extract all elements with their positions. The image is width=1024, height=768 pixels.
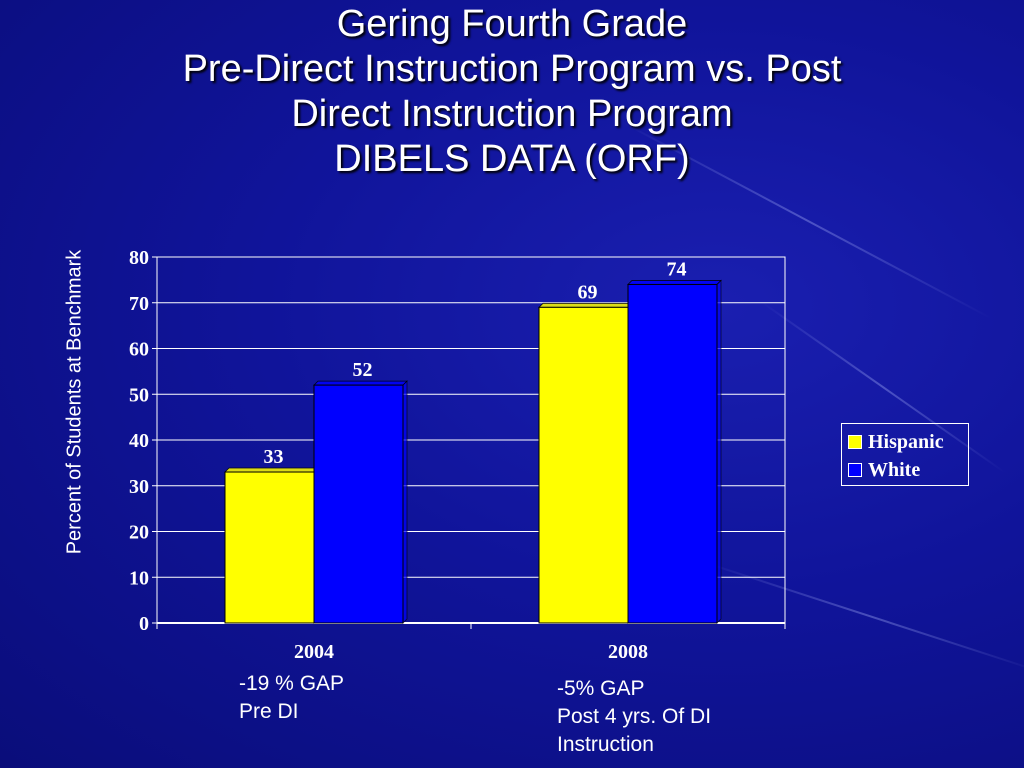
data-label: 74 [667,258,687,280]
y-tick-label: 50 [129,384,149,406]
y-tick-label: 70 [129,293,149,315]
title-line-1: Gering Fourth Grade [336,3,688,45]
y-tick-label: 10 [129,567,149,589]
y-tick-label: 0 [139,613,149,635]
bar-top-face [538,302,633,308]
gap-note-2004-line-2: Pre DI [239,700,299,723]
legend-label-hispanic: Hispanic [868,430,944,453]
y-tick-label: 30 [129,476,149,498]
gap-note-2008: -5% GAP Post 4 yrs. Of DI Instruction [557,675,711,759]
legend-item-white: White [848,456,968,484]
slide-title: Gering Fourth Grade Pre-Direct Instructi… [0,2,1024,182]
bar-top-face [313,380,408,386]
bar-hispanic-2004 [224,471,315,624]
gap-note-2008-line-3: Instruction [557,733,654,756]
bar-white-2008 [627,283,718,624]
x-tick-label: 2008 [608,641,648,663]
gap-note-2004: -19 % GAP Pre DI [239,670,344,726]
legend-swatch-white [848,463,862,477]
y-tick-label: 60 [129,339,149,361]
gap-note-2008-line-1: -5% GAP [557,677,645,700]
bar-side-face [716,279,722,624]
title-line-4: DIBELS DATA (ORF) [334,138,690,180]
y-tick-label: 80 [129,247,149,269]
legend-swatch-hispanic [848,435,862,449]
y-tick-label: 40 [129,430,149,452]
y-tick-label: 20 [129,522,149,544]
title-line-2: Pre-Direct Instruction Program vs. Post [182,48,842,90]
bar-white-2004 [313,384,404,624]
legend-item-hispanic: Hispanic [848,428,968,456]
chart-legend: Hispanic White [841,423,969,486]
legend-label-white: White [868,458,921,481]
gap-note-2004-line-1: -19 % GAP [239,672,345,695]
x-tick-label: 2004 [294,641,334,663]
gap-note-2008-line-2: Post 4 yrs. Of DI [557,705,712,728]
bar-hispanic-2008 [538,306,629,624]
data-label: 69 [578,281,598,303]
title-line-3: Direct Instruction Program [291,93,733,135]
bar-top-face [224,467,319,473]
bar-top-face [627,280,722,285]
data-label: 33 [264,446,284,468]
data-label: 52 [353,359,373,381]
bar-side-face [402,380,408,624]
